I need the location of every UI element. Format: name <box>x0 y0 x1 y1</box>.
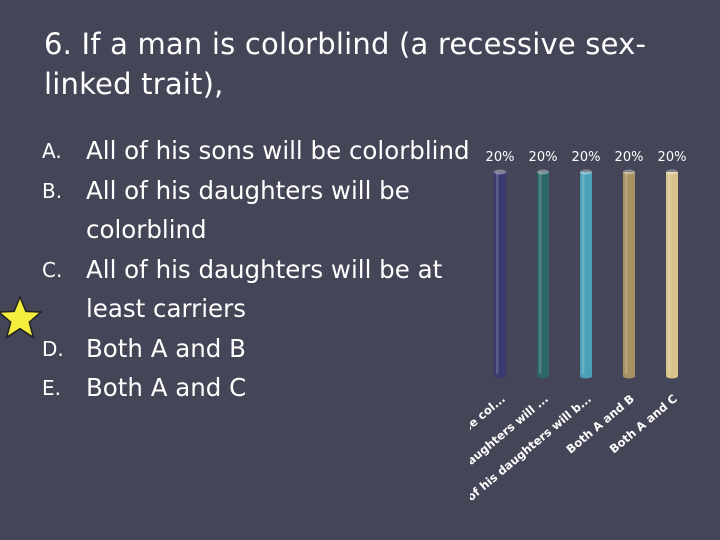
bar-highlight <box>496 172 499 376</box>
answer-text: All of his daughters will be at least ca… <box>86 254 443 324</box>
bar-base <box>494 373 506 379</box>
bar-top <box>494 169 506 175</box>
answer-d[interactable]: D. Both A and B <box>42 329 472 369</box>
bar <box>494 172 506 376</box>
bar-value-label: 20% <box>529 150 558 165</box>
bar-value-label: 20% <box>658 150 687 165</box>
bar-value-label: 20% <box>486 150 515 165</box>
bar-highlight <box>539 172 542 376</box>
bar-top <box>623 169 635 175</box>
answer-b[interactable]: B. All of his daughters will be colorbli… <box>42 171 472 250</box>
answer-letter: A. <box>42 139 62 163</box>
bar-value-label: 20% <box>572 150 601 165</box>
answer-e[interactable]: E. Both A and C <box>42 368 472 408</box>
bar-base <box>623 373 635 379</box>
bar-base <box>537 373 549 379</box>
bar-value-label: 20% <box>615 150 644 165</box>
bar-highlight <box>582 172 585 376</box>
bar-top <box>580 169 592 175</box>
answer-letter: B. <box>42 178 63 203</box>
bar-base <box>666 373 678 379</box>
bar-top <box>537 169 549 175</box>
answer-text: Both A and C <box>86 373 247 402</box>
bar-highlight <box>668 172 671 376</box>
answer-text: Both A and B <box>86 333 246 363</box>
answer-letter: D. <box>42 336 64 361</box>
bar <box>537 172 549 376</box>
bar-base <box>580 373 592 379</box>
bar-top <box>666 169 678 175</box>
bar <box>580 172 592 376</box>
answer-letter: C. <box>42 257 63 282</box>
answer-c[interactable]: C. All of his daughters will be at least… <box>42 250 472 329</box>
answer-text: All of his sons will be colorblind <box>86 136 470 165</box>
bar-highlight <box>625 172 628 376</box>
bar <box>666 172 678 376</box>
response-bar-chart: 20%All of his sons will be col...20%All … <box>470 150 687 517</box>
answer-a[interactable]: A. All of his sons will be colorblind <box>42 131 472 171</box>
slide-title: 6. If a man is colorblind (a recessive s… <box>44 27 647 101</box>
answer-text: All of his daughters will be colorblind <box>86 175 410 245</box>
star-icon <box>0 296 42 340</box>
answer-letter: E. <box>42 376 61 400</box>
bar <box>623 172 635 376</box>
answer-list: A. All of his sons will be colorblind B.… <box>42 131 472 408</box>
